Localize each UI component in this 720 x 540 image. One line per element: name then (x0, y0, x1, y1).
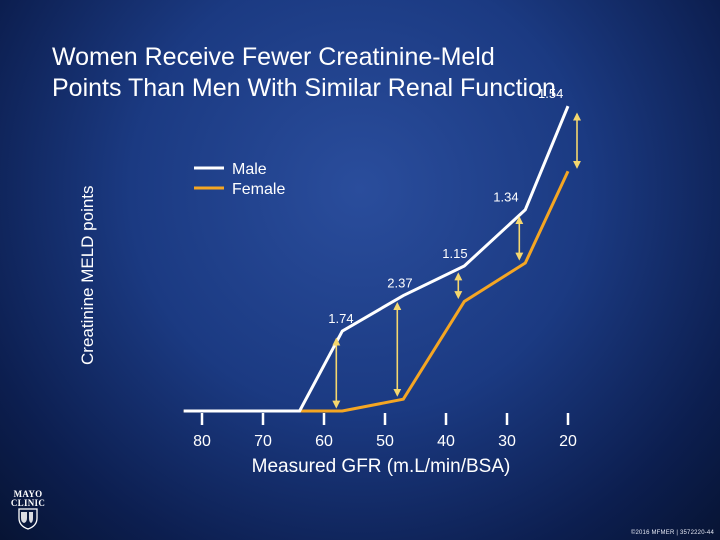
logo-word-2: CLINIC (10, 498, 46, 508)
x-tick-label: 20 (559, 433, 577, 450)
difference-annotations: 1.74 2.37 1.15 1.34 1.54 (328, 86, 581, 409)
mayo-clinic-logo: MAYO CLINIC (8, 490, 48, 536)
legend-label-female: Female (232, 181, 285, 198)
x-tick-label: 60 (315, 433, 333, 450)
series-lines (183, 105, 570, 413)
x-axis: 80 70 60 50 40 30 20 Measured GFR (m.L/min/BSA) (193, 413, 577, 477)
difference-label: 1.34 (493, 190, 518, 205)
title-line-1: Women Receive Fewer Creatinine-Meld (52, 43, 495, 71)
slide-title: Women Receive Fewer Creatinine-Meld Poin… (52, 42, 652, 104)
difference-label: 1.74 (328, 311, 353, 326)
logo-word-1: MAYO (13, 489, 43, 499)
x-tick-label: 80 (193, 433, 211, 450)
x-axis-label: Measured GFR (m.L/min/BSA) (252, 456, 511, 477)
y-axis-label: Creatinine MELD points (78, 185, 97, 365)
series-line-male (183, 105, 570, 413)
x-tick-label: 40 (437, 433, 455, 450)
difference-label: 2.37 (387, 276, 412, 291)
difference-label: 1.15 (442, 246, 467, 261)
copyright-text: ©2016 MFMER | 3572220-44 (630, 530, 714, 536)
title-line-2: Points Than Men With Similar Renal Funct… (52, 74, 556, 102)
series-line-female (183, 170, 570, 413)
x-tick-label: 70 (254, 433, 272, 450)
legend: Male Female (194, 161, 285, 198)
difference-label: 1.54 (538, 86, 563, 101)
legend-label-male: Male (232, 161, 267, 178)
x-tick-label: 50 (376, 433, 394, 450)
shield-icon (18, 508, 38, 530)
x-tick-label: 30 (498, 433, 516, 450)
